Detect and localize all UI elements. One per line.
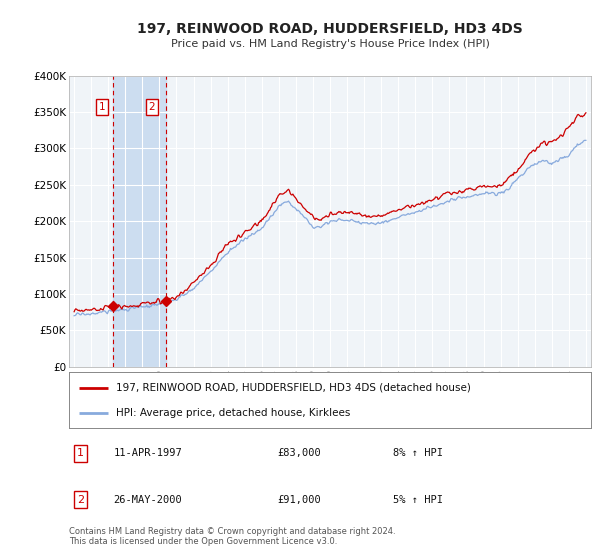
Text: £91,000: £91,000 xyxy=(278,494,322,505)
Text: 5% ↑ HPI: 5% ↑ HPI xyxy=(392,494,443,505)
Text: 26-MAY-2000: 26-MAY-2000 xyxy=(113,494,182,505)
Text: 1: 1 xyxy=(77,449,84,459)
Bar xyxy=(113,76,166,367)
Text: 11-APR-1997: 11-APR-1997 xyxy=(113,449,182,459)
Text: 1: 1 xyxy=(99,102,106,112)
Text: 197, REINWOOD ROAD, HUDDERSFIELD, HD3 4DS (detached house): 197, REINWOOD ROAD, HUDDERSFIELD, HD3 4D… xyxy=(116,382,471,393)
Text: Contains HM Land Registry data © Crown copyright and database right 2024.
This d: Contains HM Land Registry data © Crown c… xyxy=(69,527,395,546)
Text: £83,000: £83,000 xyxy=(278,449,322,459)
Text: 197, REINWOOD ROAD, HUDDERSFIELD, HD3 4DS: 197, REINWOOD ROAD, HUDDERSFIELD, HD3 4D… xyxy=(137,22,523,36)
Text: 2: 2 xyxy=(148,102,155,112)
Text: HPI: Average price, detached house, Kirklees: HPI: Average price, detached house, Kirk… xyxy=(116,408,350,418)
Text: 8% ↑ HPI: 8% ↑ HPI xyxy=(392,449,443,459)
Text: 2: 2 xyxy=(77,494,84,505)
Text: Price paid vs. HM Land Registry's House Price Index (HPI): Price paid vs. HM Land Registry's House … xyxy=(170,39,490,49)
